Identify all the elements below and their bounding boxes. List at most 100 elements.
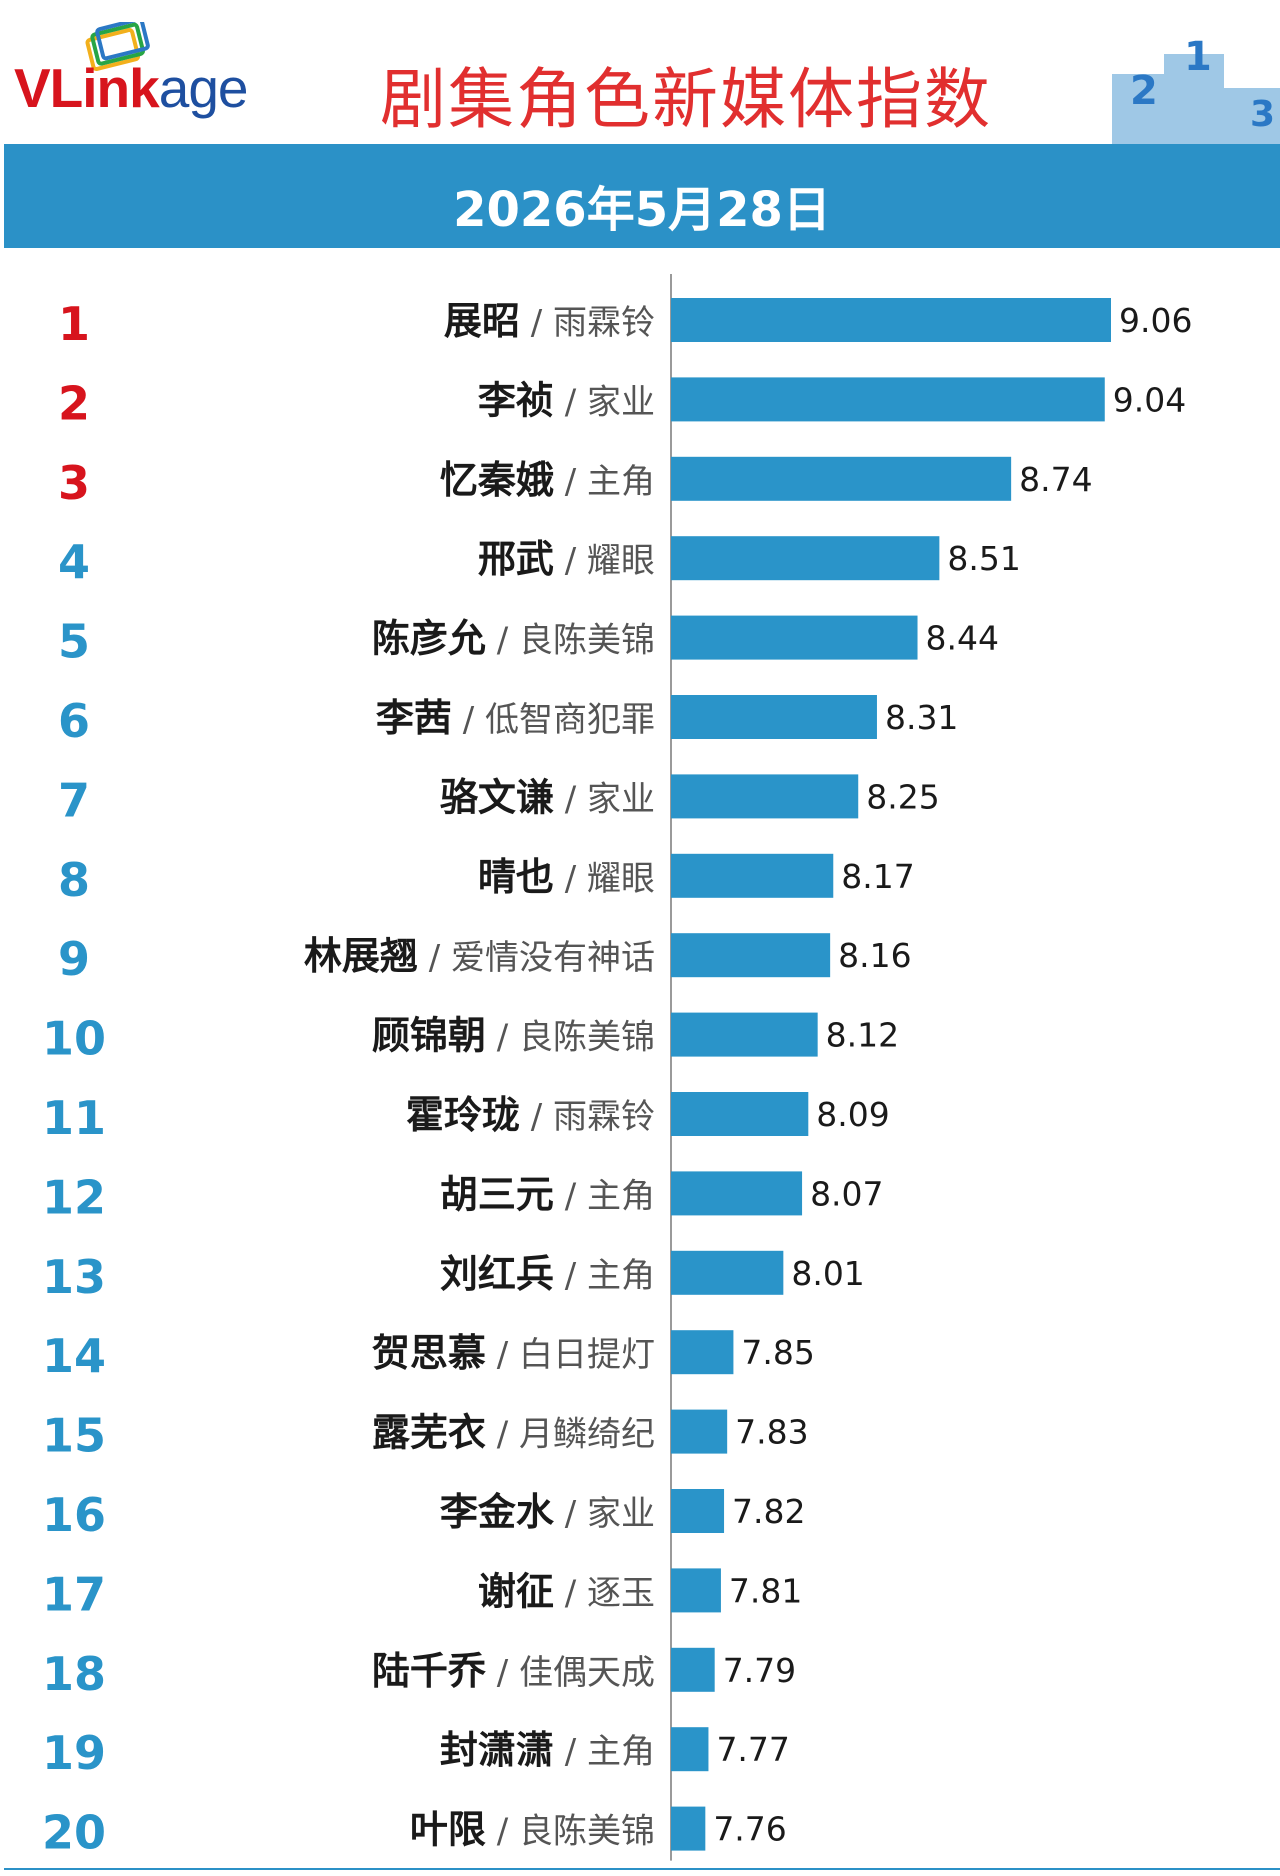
value-label: 8.51	[947, 539, 1020, 578]
date-banner: 2026年5月28日	[4, 144, 1280, 248]
rank-number: 15	[42, 1409, 106, 1463]
bar	[671, 695, 877, 739]
bar	[671, 456, 1012, 501]
value-label: 8.44	[926, 619, 999, 658]
bar	[671, 853, 834, 898]
category-label: 刘红兵 / 主角	[440, 1252, 655, 1296]
role-name: 林展翘	[304, 934, 418, 978]
drama-name: / 良陈美锦	[486, 1812, 655, 1852]
bar	[671, 1171, 803, 1216]
rank-number: 1	[58, 297, 90, 351]
rank-number: 12	[42, 1170, 106, 1224]
value-label: 8.12	[826, 1016, 899, 1055]
drama-name: / 逐玉	[554, 1573, 655, 1613]
role-name: 晴也	[478, 855, 554, 899]
drama-name: / 主角	[554, 1176, 655, 1216]
bar	[671, 1092, 809, 1136]
logo-text-ink: ink	[82, 57, 159, 119]
ranking-bar-chart: 1 展昭 / 雨霖铃 9.06 2 李祯 / 家业 9.04 3 忆秦娥 / 主角 8.74 4 邢…	[42, 274, 1192, 1861]
value-label: 8.17	[841, 857, 914, 896]
role-name: 胡三元	[440, 1172, 554, 1216]
value-label: 8.16	[838, 936, 911, 975]
value-label: 7.76	[713, 1810, 786, 1849]
bar	[671, 1806, 706, 1851]
role-name: 陈彦允	[372, 617, 486, 661]
category-label: 李金水 / 家业	[440, 1490, 655, 1534]
role-name: 陆千乔	[372, 1649, 486, 1693]
category-label: 贺思慕 / 白日提灯	[372, 1331, 655, 1375]
rank-number: 19	[42, 1726, 106, 1780]
role-name: 霍玲珑	[406, 1093, 520, 1137]
drama-name: / 雨霖铃	[520, 303, 655, 343]
rank-number: 6	[58, 694, 90, 748]
drama-name: / 主角	[554, 1256, 655, 1296]
role-name: 露芜衣	[372, 1411, 486, 1455]
role-name: 叶限	[410, 1808, 486, 1852]
category-label: 李茜 / 低智商犯罪	[376, 696, 655, 740]
rank-number: 16	[42, 1488, 106, 1542]
role-name: 刘红兵	[440, 1252, 554, 1296]
drama-name: / 主角	[554, 462, 655, 502]
category-label: 顾锦朝 / 良陈美锦	[372, 1014, 655, 1058]
rank-number: 3	[58, 456, 90, 510]
logo-wordmark: VLinkage	[14, 56, 249, 120]
category-label: 封潇潇 / 主角	[440, 1728, 655, 1772]
rank-number: 13	[42, 1250, 106, 1304]
category-label: 胡三元 / 主角	[440, 1172, 655, 1216]
rank-number: 7	[58, 773, 90, 827]
category-label: 陆千乔 / 佳偶天成	[372, 1649, 655, 1693]
rank-number: 2	[58, 376, 90, 430]
category-label: 展昭 / 雨霖铃	[444, 299, 655, 343]
bar	[671, 774, 859, 819]
drama-name: / 白日提灯	[486, 1335, 655, 1375]
rank-number: 11	[42, 1091, 106, 1145]
drama-name: / 家业	[554, 1494, 655, 1534]
value-label: 7.79	[723, 1651, 796, 1690]
rank-number: 10	[42, 1012, 106, 1066]
page-title: 剧集角色新媒体指数	[380, 61, 992, 138]
bottom-divider	[4, 1868, 1280, 1870]
role-name: 忆秦娥	[440, 458, 554, 502]
category-label: 邢武 / 耀眼	[478, 537, 655, 581]
bar	[671, 615, 918, 660]
drama-name: / 低智商犯罪	[452, 700, 655, 740]
bar	[671, 377, 1105, 422]
bar	[671, 1012, 818, 1057]
value-label: 7.85	[741, 1333, 814, 1372]
rank-number: 14	[42, 1329, 106, 1383]
drama-name: / 月鳞绮纪	[486, 1415, 655, 1455]
drama-name: / 主角	[554, 1732, 655, 1772]
role-name: 骆文谦	[440, 775, 554, 819]
category-label: 林展翘 / 爱情没有神话	[304, 934, 655, 978]
value-label: 8.74	[1019, 460, 1092, 499]
value-label: 7.83	[735, 1413, 808, 1452]
category-label: 晴也 / 耀眼	[478, 855, 655, 899]
value-label: 7.77	[716, 1730, 789, 1769]
drama-name: / 良陈美锦	[486, 1018, 655, 1058]
bar	[671, 536, 940, 581]
category-label: 叶限 / 良陈美锦	[410, 1808, 655, 1852]
category-label: 陈彦允 / 良陈美锦	[372, 617, 655, 661]
rank-number: 9	[58, 932, 90, 986]
podium-number-1: 1	[1184, 34, 1212, 80]
category-label: 骆文谦 / 家业	[440, 775, 655, 819]
role-name: 李金水	[440, 1490, 555, 1534]
vlinkage-logo: VLinkage	[14, 22, 284, 122]
role-name: 谢征	[478, 1569, 554, 1613]
drama-name: / 爱情没有神话	[418, 938, 655, 978]
header: VLinkage 剧集角色新媒体指数 2 1 3	[0, 0, 1280, 144]
value-label: 8.07	[810, 1174, 883, 1213]
role-name: 贺思慕	[372, 1331, 486, 1375]
category-label: 谢征 / 逐玉	[478, 1569, 655, 1613]
value-label: 9.04	[1113, 380, 1186, 419]
rank-number: 17	[42, 1567, 106, 1621]
bar	[671, 1250, 784, 1295]
rank-number: 18	[42, 1647, 106, 1701]
ranking-chart: 1 展昭 / 雨霖铃 9.06 2 李祯 / 家业 9.04 3 忆秦娥 / 主角 8.74 4 邢…	[0, 248, 1280, 1876]
bar	[671, 1727, 709, 1772]
drama-name: / 家业	[554, 382, 655, 422]
category-label: 霍玲珑 / 雨霖铃	[406, 1093, 655, 1137]
value-label: 8.31	[885, 698, 958, 737]
bar	[671, 933, 831, 978]
